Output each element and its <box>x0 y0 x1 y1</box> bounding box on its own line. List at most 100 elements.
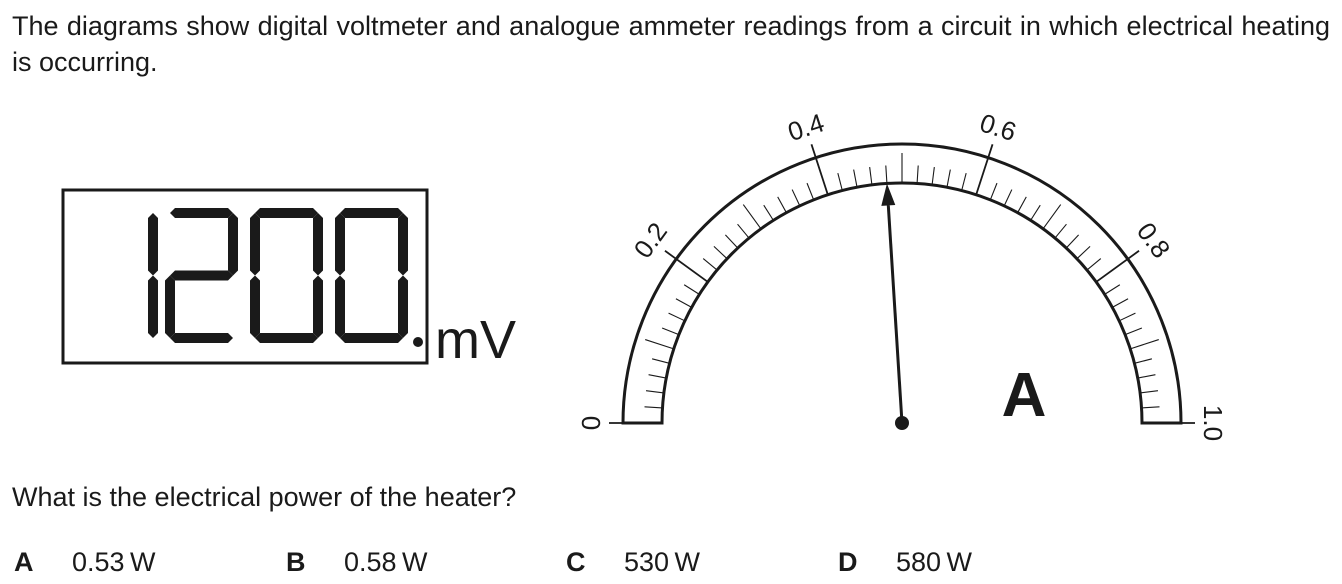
digit-segment <box>148 275 158 338</box>
minor-tick <box>1134 358 1153 364</box>
minor-tick <box>1140 390 1159 394</box>
answer-options: A 0.53 W B 0.58 W C 530 W D 580 W <box>14 545 1214 581</box>
digit-segment <box>165 275 175 338</box>
minor-tick <box>931 166 935 185</box>
option-d[interactable]: D 580 W <box>838 545 972 579</box>
minor-tick <box>989 182 998 201</box>
minor-tick <box>648 374 667 379</box>
minor-tick <box>1054 223 1067 239</box>
digit-segment <box>170 208 233 218</box>
minor-tick <box>946 169 951 188</box>
minor-tick <box>1118 312 1136 322</box>
needle-pivot <box>895 416 909 430</box>
minor-tick <box>651 358 670 364</box>
digit-segment <box>170 270 233 281</box>
minor-tick <box>885 165 888 184</box>
digit-segment <box>335 213 345 276</box>
option-value: 0.53 W <box>72 547 156 577</box>
option-letter: C <box>566 547 586 577</box>
minor-tick <box>1003 189 1013 207</box>
option-b[interactable]: B 0.58 W <box>286 545 427 579</box>
minor-tick <box>777 196 787 213</box>
ammeter-unit-symbol: A <box>1002 361 1047 430</box>
digit-segment <box>228 213 238 276</box>
scale-label: 0 <box>576 416 606 430</box>
option-letter: A <box>14 547 34 577</box>
analogue-ammeter: 0 0.2 0.4 0.6 0.8 1.0 A <box>576 107 1228 441</box>
option-value: 0.58 W <box>344 547 428 577</box>
minor-tick <box>1112 298 1129 308</box>
minor-tick <box>702 258 718 271</box>
minor-tick <box>806 182 815 201</box>
minor-tick <box>1065 234 1080 249</box>
decimal-point <box>413 337 423 347</box>
voltmeter-digit <box>148 213 158 338</box>
digit-segment <box>313 213 323 276</box>
minor-tick <box>1030 204 1041 221</box>
digit-segment <box>250 275 260 338</box>
minor-tick <box>869 166 873 185</box>
minor-tick <box>1104 284 1121 295</box>
minor-tick <box>645 339 674 350</box>
minor-tick <box>737 223 750 239</box>
scale-label: 0.4 <box>784 107 828 147</box>
voltmeter-digit <box>250 208 323 343</box>
minor-tick <box>644 406 663 409</box>
ammeter-scale-ticks <box>609 144 1195 424</box>
major-tick <box>810 144 829 196</box>
minor-tick <box>916 165 919 184</box>
minor-tick <box>837 172 843 191</box>
minor-tick <box>1076 245 1091 260</box>
option-c[interactable]: C 530 W <box>566 545 700 579</box>
minor-tick <box>1042 204 1062 230</box>
needle-arrowhead <box>881 183 896 206</box>
ammeter-needle <box>881 183 909 430</box>
major-tick <box>1095 250 1140 283</box>
digital-voltmeter: mV <box>61 188 516 370</box>
option-value: 580 W <box>896 547 972 577</box>
minor-tick <box>675 298 692 308</box>
minor-tick <box>1141 406 1160 409</box>
digit-segment <box>148 213 158 276</box>
option-letter: D <box>838 547 858 577</box>
voltmeter-digits <box>148 208 408 343</box>
major-tick <box>975 144 994 196</box>
minor-tick <box>1086 258 1102 271</box>
option-a[interactable]: A 0.53 W <box>14 545 155 579</box>
needle-shaft <box>886 205 904 424</box>
minor-tick <box>668 312 686 322</box>
question-text: What is the electrical power of the heat… <box>12 482 517 512</box>
scale-label: 0.2 <box>628 217 674 264</box>
digit-segment <box>340 333 403 343</box>
digit-segment <box>398 275 408 338</box>
scale-label: 0.8 <box>1131 217 1177 264</box>
voltmeter-digit <box>165 208 238 343</box>
minor-tick <box>713 245 728 260</box>
voltmeter-unit: mV <box>435 310 516 370</box>
digit-segment <box>335 275 345 338</box>
minor-tick <box>763 204 774 221</box>
option-letter: B <box>286 547 306 577</box>
digit-segment <box>170 333 233 343</box>
ammeter-scale-band <box>621 142 1183 425</box>
digit-segment <box>250 213 260 276</box>
option-value: 530 W <box>624 547 700 577</box>
minor-tick <box>661 327 680 336</box>
major-tick <box>664 250 709 283</box>
minor-tick <box>1137 374 1156 379</box>
digit-segment <box>340 208 403 218</box>
intro-text: The diagrams show digital voltmeter and … <box>12 11 1330 77</box>
minor-tick <box>724 234 739 249</box>
digit-segment <box>255 208 318 218</box>
digit-segment <box>313 275 323 338</box>
scale-label: 1.0 <box>1198 405 1228 441</box>
minor-tick <box>1124 327 1143 336</box>
minor-tick <box>645 390 664 394</box>
minor-tick <box>1130 339 1159 350</box>
voltmeter-digit <box>335 208 408 343</box>
minor-tick <box>853 169 858 188</box>
scale-label: 0.6 <box>976 107 1020 147</box>
minor-tick <box>961 172 967 191</box>
minor-tick <box>1017 196 1027 213</box>
